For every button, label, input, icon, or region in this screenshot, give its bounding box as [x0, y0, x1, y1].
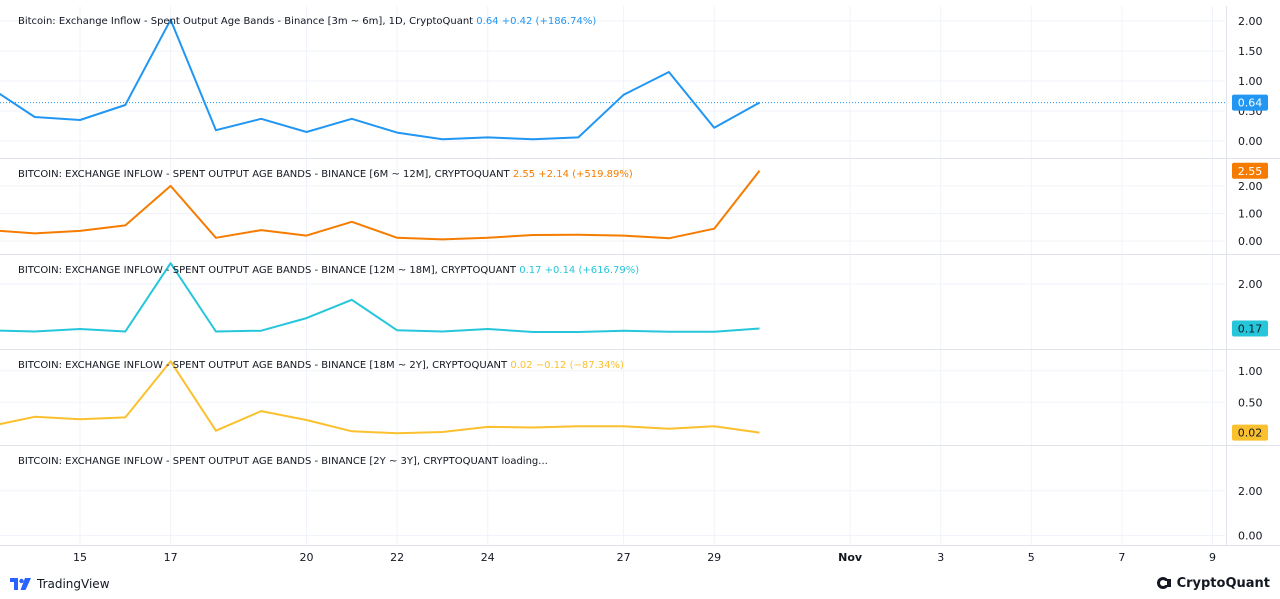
x-tick-label: 22 [390, 551, 404, 564]
series-line[interactable] [0, 262, 760, 333]
pane-title: BITCOIN: EXCHANGE INFLOW - SPENT OUTPUT … [18, 456, 548, 467]
last-value: 0.17 +0.14 (+616.79%) [519, 265, 639, 276]
x-tick-label: 7 [1118, 551, 1125, 564]
price-badge [1232, 424, 1268, 441]
cryptoquant-logo-icon [1156, 576, 1172, 590]
series-name: BITCOIN: EXCHANGE INFLOW - SPENT OUTPUT … [18, 265, 519, 276]
series-name: Bitcoin: Exchange Inflow - Spent Output … [18, 16, 476, 27]
last-value: 2.55 +2.14 (+519.89%) [513, 169, 633, 180]
pane-title: Bitcoin: Exchange Inflow - Spent Output … [18, 16, 596, 27]
price-badge-label: 0.02 [1238, 427, 1263, 440]
pane-title: BITCOIN: EXCHANGE INFLOW - SPENT OUTPUT … [18, 169, 633, 180]
price-badge [1232, 94, 1268, 111]
y-tick-label: 0.00 [1238, 530, 1263, 543]
pane-title: BITCOIN: EXCHANGE INFLOW - SPENT OUTPUT … [18, 360, 624, 371]
series-line[interactable] [0, 360, 760, 435]
tradingview-logo-icon [10, 578, 32, 590]
y-tick-label: 1.00 [1238, 75, 1263, 88]
series-name: BITCOIN: EXCHANGE INFLOW - SPENT OUTPUT … [18, 169, 513, 180]
y-tick-label: 0.00 [1238, 135, 1263, 148]
series-line[interactable] [0, 170, 761, 241]
cryptoquant-label: CryptoQuant [1176, 575, 1270, 591]
y-tick-label: 2.00 [1238, 180, 1263, 193]
y-tick-label: 2.00 [1238, 485, 1263, 498]
last-value: 0.02 −0.12 (−87.34%) [510, 360, 624, 371]
price-badge-label: 0.64 [1238, 97, 1263, 110]
x-tick-label: 24 [481, 551, 495, 564]
x-tick-label: 3 [937, 551, 944, 564]
pane-title: BITCOIN: EXCHANGE INFLOW - SPENT OUTPUT … [18, 265, 639, 276]
price-badge-label: 0.17 [1238, 323, 1263, 336]
price-badge [1232, 162, 1268, 179]
y-tick-label: 1.50 [1238, 45, 1263, 58]
y-tick-label: 1.00 [1238, 208, 1263, 221]
x-tick-label: 9 [1209, 551, 1216, 564]
series-line[interactable] [0, 18, 760, 141]
price-badge [1232, 320, 1268, 337]
x-tick-label: 17 [164, 551, 178, 564]
y-tick-label: 0.50 [1238, 396, 1263, 409]
x-tick-label: 5 [1028, 551, 1035, 564]
x-tick-label: 29 [707, 551, 721, 564]
y-tick-label: 1.00 [1238, 365, 1263, 378]
x-tick-label: Nov [838, 551, 863, 564]
tradingview-attribution[interactable]: TradingView [10, 575, 110, 593]
loading-status: loading... [501, 456, 547, 467]
x-tick-label: 27 [617, 551, 631, 564]
series-name: BITCOIN: EXCHANGE INFLOW - SPENT OUTPUT … [18, 456, 501, 467]
series-name: BITCOIN: EXCHANGE INFLOW - SPENT OUTPUT … [18, 360, 510, 371]
x-tick-label: 15 [73, 551, 87, 564]
tradingview-label: TradingView [37, 577, 110, 591]
x-tick-label: 20 [300, 551, 314, 564]
price-badge-label: 2.55 [1238, 165, 1263, 178]
y-tick-label: 2.00 [1238, 278, 1263, 291]
y-tick-label: 2.00 [1238, 15, 1263, 28]
cryptoquant-attribution[interactable]: CryptoQuant [1156, 574, 1270, 592]
y-tick-label: 0.00 [1238, 235, 1263, 248]
last-value: 0.64 +0.42 (+186.74%) [476, 16, 596, 27]
